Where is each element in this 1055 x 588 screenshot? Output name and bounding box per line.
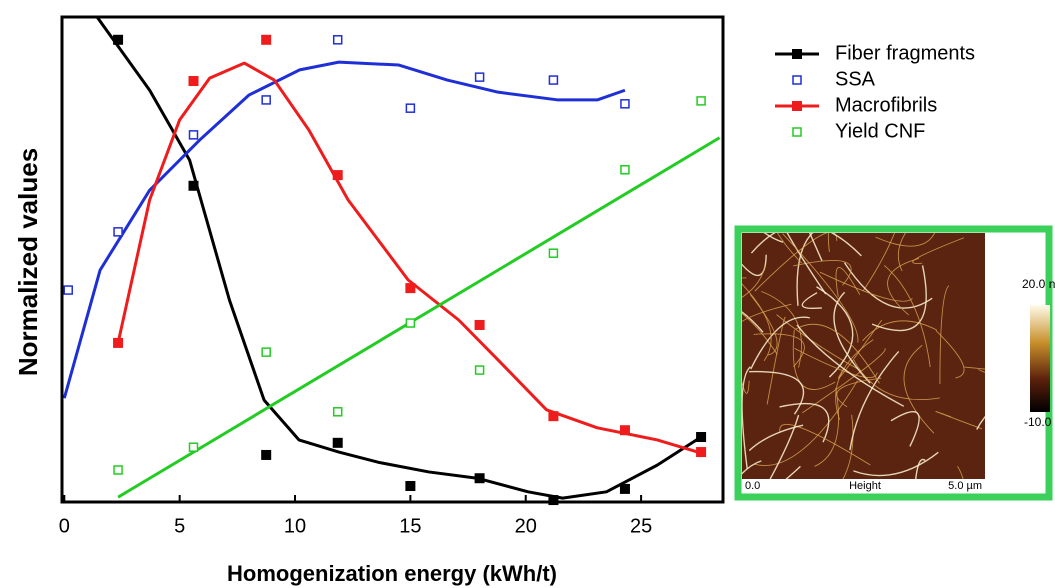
marker — [114, 466, 122, 474]
x-tick-label: 25 — [630, 515, 652, 537]
chart: Homogenization energy (kWh/t) Normalized… — [0, 0, 1055, 588]
x-tick-label: 15 — [399, 515, 421, 537]
marker — [697, 97, 705, 105]
marker — [696, 447, 706, 457]
afm-inset: 0.0 Height 5.0 µm 20.0 nm -10.0 nm — [658, 137, 1055, 564]
marker — [333, 170, 343, 180]
fit-curve — [64, 62, 625, 398]
x-axis-label: Homogenization energy (kWh/t) — [227, 561, 557, 586]
marker — [334, 36, 342, 44]
x-tick-label: 20 — [515, 515, 537, 537]
marker — [548, 411, 558, 421]
legend-label: Fiber fragments — [835, 42, 975, 64]
marker — [261, 35, 271, 45]
legend-label: Yield CNF — [835, 120, 925, 142]
marker — [621, 166, 629, 174]
marker — [261, 450, 271, 460]
marker — [64, 286, 72, 294]
plot-area — [64, 17, 719, 505]
marker — [406, 319, 414, 327]
afm-channel: Height — [849, 480, 881, 492]
marker — [620, 484, 630, 494]
fit-curve — [97, 17, 701, 498]
marker — [113, 338, 123, 348]
marker — [405, 283, 415, 293]
legend-label: Macrofibrils — [835, 94, 937, 116]
afm-x-end: 5.0 µm — [948, 480, 982, 492]
x-tick-label: 0 — [59, 515, 70, 537]
marker — [262, 348, 270, 356]
marker — [262, 96, 270, 104]
x-tick-label: 10 — [284, 515, 306, 537]
marker — [696, 432, 706, 442]
marker — [333, 438, 343, 448]
afm-image — [742, 233, 985, 479]
marker — [190, 131, 198, 139]
marker — [620, 425, 630, 435]
marker — [549, 249, 557, 257]
colorbar-min: -10.0 nm — [1024, 415, 1055, 429]
marker — [113, 35, 123, 45]
legend-marker — [793, 76, 801, 84]
colorbar — [1030, 305, 1050, 412]
marker — [549, 76, 557, 84]
marker — [334, 408, 342, 416]
y-axis-label: Normalized values — [13, 148, 43, 376]
marker — [189, 181, 199, 191]
marker — [476, 73, 484, 81]
marker — [405, 481, 415, 491]
marker — [475, 320, 485, 330]
marker — [406, 104, 414, 112]
colorbar-max: 20.0 nm — [1022, 277, 1055, 291]
afm-x-start: 0.0 — [745, 480, 760, 492]
legend-marker — [793, 128, 801, 136]
marker — [190, 443, 198, 451]
marker — [189, 76, 199, 86]
fit-curve — [118, 63, 701, 453]
legend: Fiber fragments SSA Macrofibrils Yield CNF — [775, 42, 975, 142]
legend-marker — [792, 49, 802, 59]
marker — [114, 228, 122, 236]
marker — [621, 100, 629, 108]
marker — [475, 473, 485, 483]
legend-label: SSA — [835, 68, 876, 90]
marker — [548, 495, 558, 505]
fit-curve — [118, 138, 719, 497]
legend-marker — [792, 101, 802, 111]
x-tick-label: 5 — [174, 515, 185, 537]
marker — [476, 366, 484, 374]
